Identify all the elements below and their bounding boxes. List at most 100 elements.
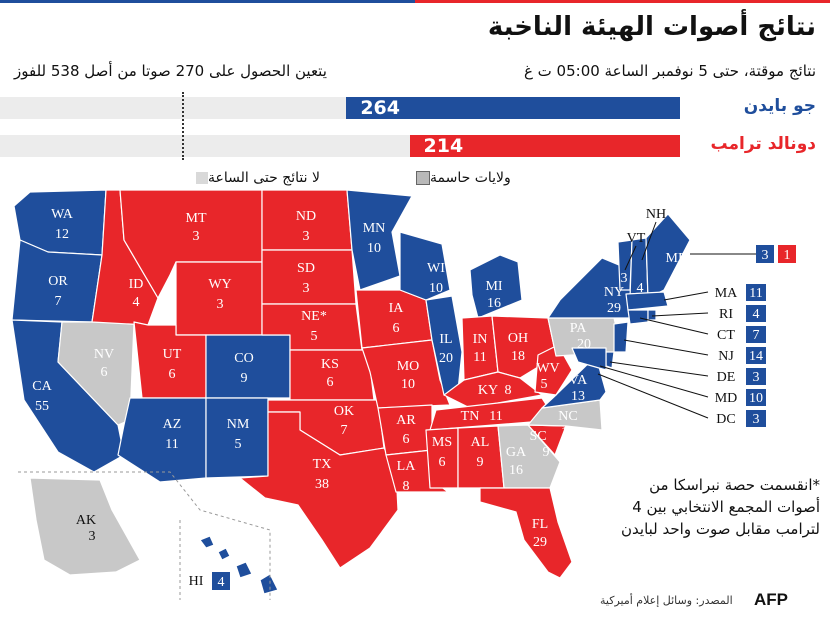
- label-ca-abbr: CA: [32, 379, 52, 394]
- state-md: [571, 347, 607, 371]
- label-sc-abbr: SC: [529, 429, 546, 444]
- state-mi: [469, 254, 523, 319]
- label-ne-abbr: NE*: [301, 309, 327, 324]
- no-results-swatch: [196, 172, 208, 184]
- label-wv-abbr: WV: [536, 361, 559, 376]
- callout-votes-ma: 11: [749, 286, 762, 301]
- label-ak-votes: 3: [89, 529, 96, 544]
- label-ga-abbr: GA: [506, 445, 527, 460]
- state-wi: [399, 231, 451, 301]
- top-rule-blue: [0, 0, 415, 3]
- biden-votes-bar: 264: [346, 97, 680, 119]
- label-ia-votes: 6: [393, 321, 400, 336]
- callout-box-ma: [746, 284, 766, 301]
- callout-abbr-ma: MA: [715, 286, 738, 301]
- hi-votes-box: [212, 572, 230, 590]
- label-ut-abbr: UT: [163, 347, 182, 362]
- callout-box-nj: [746, 347, 766, 364]
- callout-line-ct: [639, 317, 709, 335]
- label-mi-votes: 16: [487, 296, 501, 311]
- page-title: نتائج أصوات الهيئة الناخبة: [487, 12, 816, 42]
- callout-line-ri: [651, 312, 709, 317]
- label-ut-votes: 6: [169, 367, 176, 382]
- me-biden-votes: 3: [762, 248, 769, 263]
- afp-logo: AFP: [754, 590, 788, 609]
- label-pa-votes: 20: [577, 337, 591, 352]
- label-ny-abbr: NY: [604, 285, 624, 300]
- state-ia: [355, 289, 433, 349]
- label-vt-votes: 3: [621, 271, 628, 286]
- label-or-abbr: OR: [48, 274, 68, 289]
- label-mn-votes: 10: [367, 241, 381, 256]
- label-mt-abbr: MT: [186, 211, 207, 226]
- label-me-abbr: ME: [666, 251, 687, 266]
- callout-line-de: [609, 361, 709, 377]
- callout-box-md: [746, 389, 766, 406]
- trump-votes-bar: 214: [409, 135, 680, 157]
- callout-line-ma: [663, 291, 709, 301]
- callout-abbr-ri: RI: [719, 307, 733, 322]
- label-sd-votes: 3: [303, 281, 310, 296]
- label-va-votes: 13: [571, 389, 585, 404]
- trump-name: دونالد ترامب: [710, 134, 817, 154]
- label-il-abbr: IL: [439, 332, 452, 347]
- callout-box-ri: [746, 305, 766, 322]
- label-tn-abbr: TN: [461, 409, 480, 424]
- state-nj: [613, 321, 629, 353]
- label-ky-label: KY: [478, 383, 498, 398]
- biden-name: جو بايدن: [743, 96, 816, 116]
- callout-votes-ct: 7: [753, 328, 760, 343]
- me-biden-box: [756, 245, 774, 263]
- legend-no-results: لا نتائج حتى الساعة: [190, 170, 320, 186]
- callout-box-dc: [746, 410, 766, 427]
- label-ks-abbr: KS: [321, 357, 339, 372]
- label-in-votes: 11: [473, 350, 486, 365]
- state-az: [117, 397, 207, 483]
- label-nv-abbr: NV: [94, 347, 114, 362]
- label-oh-votes: 18: [511, 349, 525, 364]
- label-az-abbr: AZ: [163, 417, 182, 432]
- label-id-abbr: ID: [129, 277, 144, 292]
- inset-divider: [18, 471, 271, 600]
- win-threshold-line: [182, 92, 184, 160]
- label-ia-abbr: IA: [389, 301, 405, 316]
- label-ga-votes: 16: [509, 463, 523, 478]
- label-wv-votes: 5: [541, 377, 548, 392]
- callout-line-dc: [597, 373, 709, 419]
- label-ar-abbr: AR: [396, 413, 416, 428]
- callout-line-nj: [623, 339, 709, 356]
- state-ct: [627, 309, 649, 325]
- state-tx: [239, 411, 399, 569]
- swing-swatch: [416, 171, 430, 185]
- label-al-votes: 9: [477, 455, 484, 470]
- label-mt-votes: 3: [193, 229, 200, 244]
- label-nm-abbr: NM: [227, 417, 250, 432]
- label-ne-votes: 5: [311, 329, 318, 344]
- callout-abbr-ct: CT: [717, 328, 735, 343]
- label-ca-votes: 55: [35, 399, 49, 414]
- state-ma: [625, 291, 669, 311]
- label-wi-abbr: WI: [427, 261, 445, 276]
- callout-abbr-dc: DC: [716, 412, 735, 427]
- callout-box-ct: [746, 326, 766, 343]
- label-mo-votes: 10: [401, 377, 415, 392]
- label-tn-votes: 11: [489, 409, 502, 424]
- label-nd-abbr: ND: [296, 209, 316, 224]
- label-or-votes: 7: [55, 294, 62, 309]
- label-ky-votes: 8: [505, 383, 512, 398]
- callout-votes-nj: 14: [749, 349, 763, 364]
- nh-leader: [641, 221, 657, 261]
- me-trump-votes: 1: [784, 248, 791, 263]
- label-nd-votes: 3: [303, 229, 310, 244]
- label-ms-votes: 6: [439, 455, 446, 470]
- biden-votes-label: 264: [360, 97, 400, 119]
- label-sc-votes: 9: [543, 445, 550, 460]
- label-mn-abbr: MN: [363, 221, 386, 236]
- state-co: [205, 334, 291, 399]
- callout-votes-md: 10: [749, 391, 763, 406]
- label-ms-abbr: MS: [432, 435, 452, 450]
- label-ks-votes: 6: [327, 375, 334, 390]
- label-ok-abbr: OK: [334, 404, 354, 419]
- hi-votes: 4: [218, 575, 225, 590]
- label-wa-votes: 12: [55, 227, 69, 242]
